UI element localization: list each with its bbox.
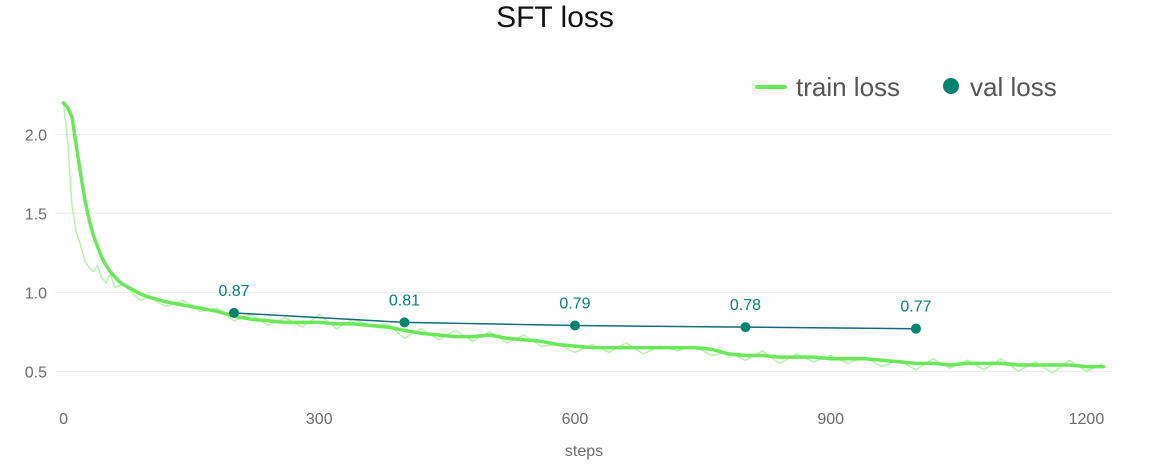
x-tick-label: 1200 [1069,411,1105,428]
x-tick-label: 900 [817,411,844,428]
legend: train loss val loss [755,72,1057,102]
x-tick-label: 600 [562,411,589,428]
val-loss-point [569,320,580,331]
x-axis-label: steps [565,443,603,460]
grid-lines [55,133,1112,372]
y-axis-ticks: 0.5 1.0 1.5 2.0 [25,127,47,381]
val-loss-point [229,307,240,318]
x-tick-label: 0 [59,411,68,428]
train-loss-raw-line [62,102,1104,374]
val-loss-point [910,323,921,334]
x-axis-ticks: 0 300 600 900 1200 [59,411,1104,428]
chart-title: SFT loss [496,1,614,34]
legend-val-swatch [943,78,959,94]
val-loss-point [399,317,410,328]
legend-train-label: train loss [796,72,900,102]
plot-area: 0.87 0.81 0.79 0.78 0.77 [61,101,1106,374]
val-loss-data-label: 0.79 [559,296,590,313]
val-loss-data-label: 0.81 [389,292,420,309]
val-loss-data-label: 0.77 [900,299,931,316]
val-loss-data-label: 0.78 [730,297,761,314]
y-tick-label: 2.0 [25,127,47,144]
train-loss-line [61,101,1106,369]
val-loss-data-label: 0.87 [218,283,249,300]
x-tick-label: 300 [306,411,333,428]
legend-val-label: val loss [970,72,1057,102]
y-tick-label: 1.5 [25,206,47,223]
y-tick-label: 0.5 [25,364,47,381]
val-loss-point [740,322,751,333]
y-tick-label: 1.0 [25,285,47,302]
